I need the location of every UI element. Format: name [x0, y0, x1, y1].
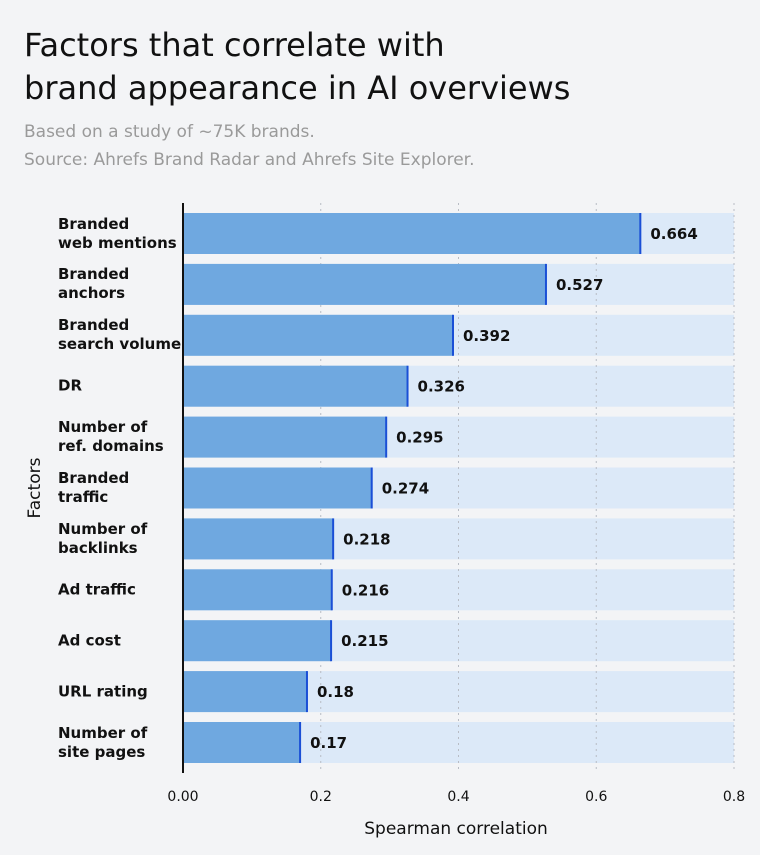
y-tick-label: Number of site pages: [58, 723, 148, 761]
bar: [183, 620, 332, 662]
y-tick-label: Ad traffic: [58, 580, 136, 599]
bar: [183, 263, 546, 305]
value-label: 0.215: [341, 632, 388, 650]
chart-title: Factors that correlate with brand appear…: [24, 26, 571, 107]
value-label: 0.664: [650, 225, 697, 243]
value-label: 0.527: [556, 276, 603, 294]
value-label: 0.295: [396, 429, 443, 447]
bar: [183, 314, 453, 356]
y-tick-label: Number of backlinks: [58, 519, 148, 557]
bar: [183, 213, 641, 254]
y-tick-label: Branded traffic: [58, 469, 130, 506]
y-tick-label: Branded web mentions: [58, 214, 177, 252]
y-tick-label: Number of ref. domains: [58, 418, 164, 456]
value-label: 0.326: [418, 378, 465, 396]
bar: [183, 365, 408, 407]
bar: [183, 671, 307, 713]
y-tick-label: Branded anchors: [58, 265, 130, 303]
value-label: 0.216: [342, 581, 389, 599]
y-axis-title: Factors: [25, 457, 45, 518]
value-label: 0.392: [463, 327, 510, 345]
y-tick-label: URL rating: [58, 682, 148, 701]
y-tick-label: Ad cost: [58, 631, 121, 650]
x-tick-label: 0.4: [447, 789, 469, 805]
x-tick-label: 0.8: [723, 789, 745, 805]
bar: [183, 416, 387, 458]
value-label: 0.17: [310, 734, 347, 752]
value-label: 0.218: [343, 530, 390, 548]
y-tick-label: DR: [58, 376, 83, 395]
bar: [183, 467, 372, 509]
x-tick-label: 0.2: [310, 789, 332, 805]
x-tick-label: 0.6: [585, 789, 607, 805]
bar: [183, 569, 332, 611]
chart-subtitle: Based on a study of ~75K brands. Source:…: [24, 122, 475, 170]
value-label: 0.274: [382, 480, 429, 498]
y-tick-label: Branded search volume: [58, 316, 182, 354]
x-axis-title: Spearman correlation: [364, 819, 548, 839]
value-label: 0.18: [317, 683, 354, 701]
bar: [183, 518, 334, 560]
x-tick-label: 0.00: [167, 789, 198, 805]
bar: [183, 722, 301, 763]
